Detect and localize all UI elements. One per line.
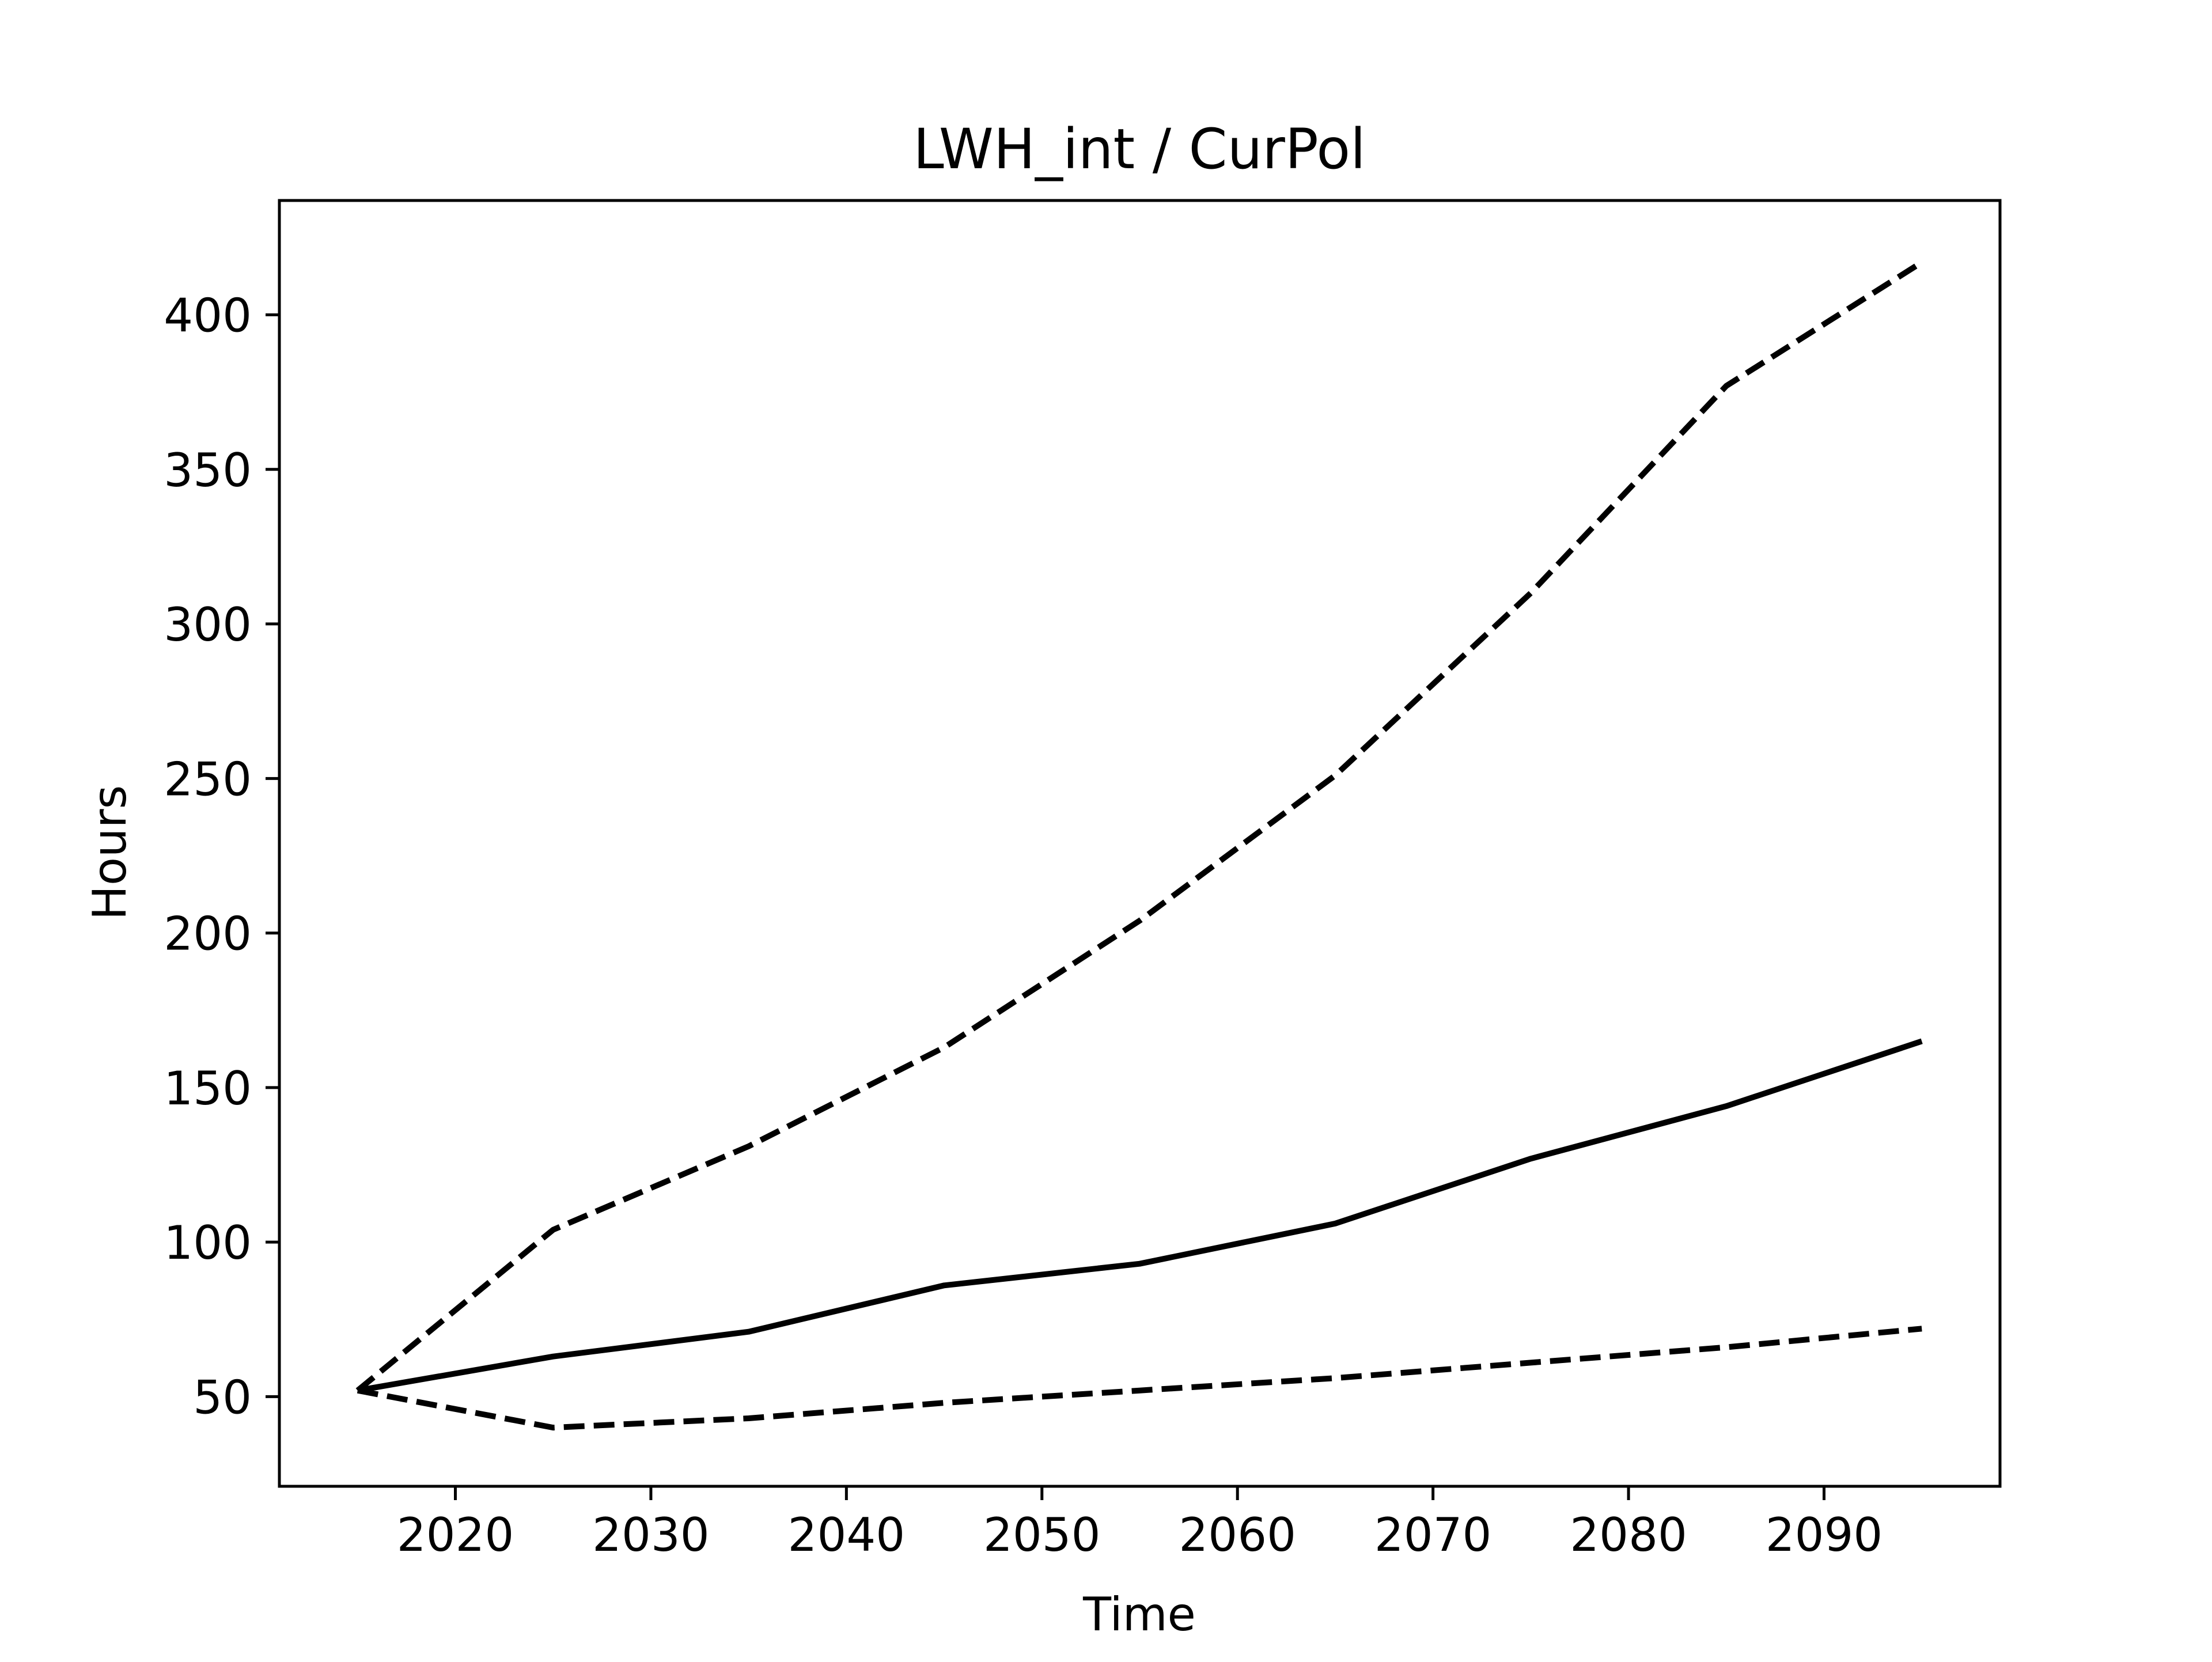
y-tick-label-50: 50: [193, 1371, 252, 1424]
y-tick-label-250: 250: [164, 752, 252, 806]
x-tick-label-2030: 2030: [592, 1508, 710, 1562]
x-tick-label-2040: 2040: [788, 1508, 906, 1562]
y-tick-label-100: 100: [164, 1216, 252, 1270]
y-tick-label-350: 350: [164, 444, 252, 497]
x-tick-label-2070: 2070: [1374, 1508, 1492, 1562]
series-line-3: [357, 1326, 1922, 1431]
chart-title: LWH_int / CurPol: [913, 117, 1366, 181]
x-axis-label: Time: [1082, 1588, 1196, 1641]
x-tick-label-2090: 2090: [1766, 1508, 1883, 1562]
x-tick-label-2020: 2020: [397, 1508, 514, 1562]
y-axis-label: Hours: [83, 785, 137, 920]
plot-frame: [278, 199, 2002, 1488]
y-tick-label-150: 150: [164, 1062, 252, 1115]
y-tick-label-400: 400: [164, 289, 252, 343]
series-line-1: [355, 260, 1923, 1393]
plot-layer: 2020 2030 2040 2050 2060 2070 2080 2090 50 100 150…: [164, 199, 2002, 1562]
y-tick-label-300: 300: [164, 598, 252, 652]
x-tick-label-2060: 2060: [1179, 1508, 1296, 1562]
x-tick-label-2050: 2050: [983, 1508, 1101, 1562]
series-line-2: [357, 1038, 1923, 1394]
x-tick-label-2080: 2080: [1570, 1508, 1687, 1562]
y-tick-label-200: 200: [164, 907, 252, 961]
